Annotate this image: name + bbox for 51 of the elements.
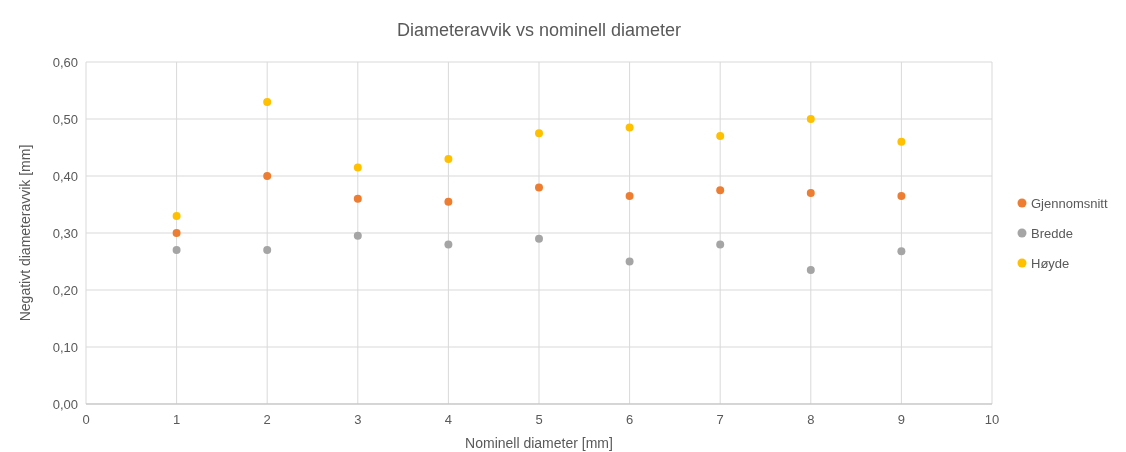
y-tick-label: 0,20 (52, 282, 78, 298)
point (716, 186, 725, 195)
y-tick-label: 0,50 (52, 111, 78, 127)
point (172, 229, 181, 237)
point (444, 197, 453, 206)
point (625, 257, 634, 266)
y-axis-title: Negativt diameteravvik [mm] (17, 144, 33, 322)
point (897, 247, 906, 256)
point (625, 191, 634, 200)
y-tick-label: 0,40 (52, 168, 78, 184)
point (535, 234, 543, 243)
point (172, 211, 181, 220)
point (263, 172, 272, 180)
x-tick-label: 8 (807, 412, 815, 427)
point (897, 191, 906, 200)
point (353, 194, 362, 203)
point (806, 266, 815, 275)
x-tick-label: 6 (625, 412, 634, 427)
point (353, 163, 362, 172)
x-tick-label: 0 (82, 412, 90, 427)
point (806, 189, 815, 198)
x-tick-label: 1 (172, 412, 181, 427)
chart-title: Diameteravvik vs nominell diameter (396, 20, 682, 40)
x-axis-title: Nominell diameter [mm] (465, 435, 613, 451)
y-tick-label: 0,10 (52, 339, 78, 355)
point (716, 132, 725, 141)
point (716, 240, 725, 249)
point (263, 97, 272, 106)
x-tick-label: 2 (263, 412, 271, 427)
point (625, 123, 634, 132)
x-tick-label: 4 (444, 412, 453, 427)
x-tick-label: 9 (897, 412, 906, 427)
point (535, 129, 543, 138)
point (806, 115, 815, 123)
x-tick-label: 3 (354, 412, 362, 427)
point (444, 240, 453, 249)
point (172, 246, 181, 255)
legend-label: Gjennomsnitt (1031, 195, 1108, 211)
point (444, 154, 453, 163)
point (353, 231, 362, 240)
x-tick-label: 7 (716, 412, 724, 427)
y-tick-label: 0,30 (52, 225, 78, 241)
point (535, 183, 543, 192)
y-tick-label: 0,00 (52, 396, 78, 412)
point (897, 137, 906, 146)
point (263, 246, 272, 255)
x-tick-label: 10 (984, 412, 1000, 427)
x-tick-label: 5 (535, 412, 543, 427)
legend-label: Bredde (1031, 225, 1073, 241)
legend-label: Høyde (1031, 255, 1070, 271)
y-tick-label: 0,60 (52, 54, 78, 70)
